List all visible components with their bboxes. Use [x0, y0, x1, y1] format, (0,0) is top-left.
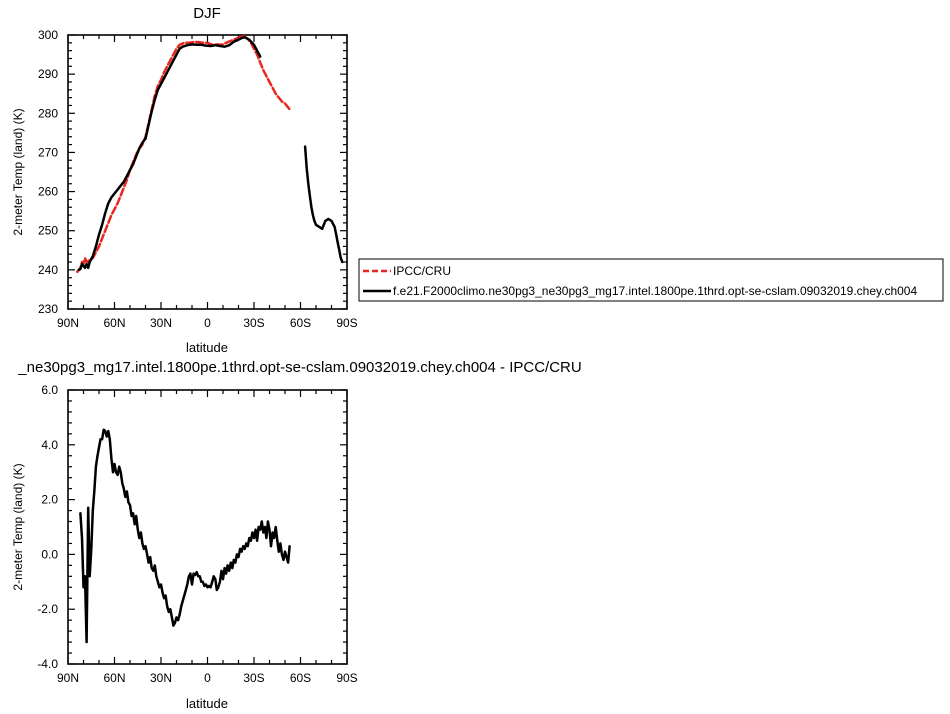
top-chart-ytick-label: 260	[38, 185, 58, 199]
top-chart-series-line-1	[77, 36, 262, 272]
top-chart-ytick-label: 240	[38, 263, 58, 277]
top-chart-legend: IPCC/CRU f.e21.F2000climo.ne30pg3_ne30pg…	[358, 258, 944, 302]
bottom-chart-ytick-label: 6.0	[41, 383, 58, 397]
bottom-chart-xtick-label: 60S	[290, 671, 311, 685]
bottom-chart-xtick-label: 30N	[150, 671, 172, 685]
legend-label-ipcc-cru: IPCC/CRU	[393, 264, 451, 278]
legend-label-model: f.e21.F2000climo.ne30pg3_ne30pg3_mg17.in…	[393, 284, 917, 298]
top-chart-ylabel: 2-meter Temp (land) (K)	[11, 108, 25, 235]
top-chart-plot-frame	[67, 34, 348, 310]
bottom-chart-ylabel: 2-meter Temp (land) (K)	[11, 463, 25, 590]
top-chart-title: DJF	[193, 5, 221, 22]
bottom-chart-title: _ne30pg3_mg17.intel.1800pe.1thrd.opt-se-…	[17, 359, 581, 376]
bottom-chart-ytick-label: -2.0	[37, 602, 58, 616]
top-chart-xtick-label: 0	[204, 316, 211, 330]
bottom-chart-ytick-label: 2.0	[41, 493, 58, 507]
top-chart-panel: 90N 60N 30N 0 30S 60S 90S 230 240 250 260 270 280 290…	[38, 28, 358, 330]
top-chart-xtick-label: 60S	[290, 316, 311, 330]
bottom-chart-xtick-label: 90S	[336, 671, 357, 685]
bottom-chart-xlabel: latitude	[186, 696, 228, 711]
bottom-chart-xtick-label: 90N	[57, 671, 79, 685]
top-chart-xtick-label: 30S	[243, 316, 264, 330]
top-chart-ytick-label: 300	[38, 28, 58, 42]
bottom-chart-xtick-label: 60N	[103, 671, 125, 685]
top-chart-xtick-label: 60N	[103, 316, 125, 330]
bottom-chart-panel: 90N 60N 30N 0 30S 60S 90S -4.0 -2.0 0.0 2.0 4.0 6.0	[37, 383, 357, 685]
top-chart-xtick-label: 90S	[336, 316, 357, 330]
top-chart-xlabel: latitude	[186, 340, 228, 355]
top-chart-ytick-label: 280	[38, 106, 58, 120]
top-chart-ytick-label: 270	[38, 145, 58, 159]
top-chart-xtick-label: 90N	[57, 316, 79, 330]
top-chart-ytick-label: 290	[38, 67, 58, 81]
legend-box	[358, 258, 944, 302]
bottom-chart-ytick-label: 0.0	[41, 547, 58, 561]
bottom-chart-plot-frame	[67, 389, 348, 665]
top-chart-series-line-0	[76, 34, 291, 274]
bottom-chart-ytick-label: -4.0	[37, 657, 58, 671]
bottom-chart-series-line-0	[79, 428, 291, 644]
top-chart-ytick-label: 250	[38, 224, 58, 238]
bottom-chart-xtick-label: 0	[204, 671, 211, 685]
top-chart-series-line-1	[303, 145, 344, 264]
top-chart-ytick-label: 230	[38, 302, 58, 316]
top-chart-xtick-label: 30N	[150, 316, 172, 330]
bottom-chart-xtick-label: 30S	[243, 671, 264, 685]
bottom-chart-ytick-label: 4.0	[41, 438, 58, 452]
